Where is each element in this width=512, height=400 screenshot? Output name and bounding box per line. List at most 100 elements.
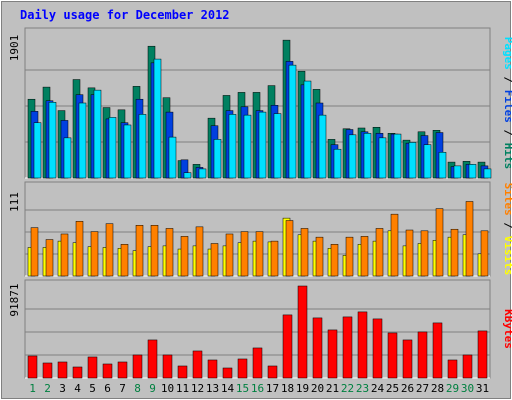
bar-kbytes xyxy=(57,361,68,379)
bar-kbytes xyxy=(252,347,263,379)
panel-max-label: 1901 xyxy=(8,35,21,62)
bar-pages xyxy=(273,113,282,179)
bar-pages xyxy=(78,102,87,179)
bar-kbytes xyxy=(357,311,368,379)
bar-kbytes xyxy=(132,354,143,379)
bar-sites xyxy=(285,220,294,277)
bar-kbytes xyxy=(372,318,383,379)
bar-pages xyxy=(378,137,387,179)
bar-kbytes xyxy=(222,367,233,379)
bar-pages xyxy=(168,136,177,179)
bar-pages xyxy=(363,133,372,179)
series-kbytes xyxy=(27,285,488,379)
bar-pages xyxy=(468,164,477,179)
bar-pages xyxy=(138,114,147,179)
bar-kbytes xyxy=(387,332,398,379)
bar-pages xyxy=(408,142,417,179)
day-label: 19 xyxy=(296,382,309,395)
bar-pages xyxy=(258,111,267,179)
bar-sites xyxy=(75,221,84,277)
series-label-part: / xyxy=(502,70,512,84)
bar-pages xyxy=(288,64,297,179)
series-label-part: Pages xyxy=(502,37,512,70)
bar-sites xyxy=(300,228,309,277)
bar-kbytes xyxy=(327,329,338,379)
bar-sites xyxy=(30,227,39,277)
day-label: 29 xyxy=(446,382,459,395)
series-sites xyxy=(30,201,489,277)
bar-pages xyxy=(183,172,192,179)
day-label: 25 xyxy=(386,382,399,395)
bar-sites xyxy=(105,223,114,277)
series-label-part: Visits xyxy=(502,229,512,275)
bar-kbytes xyxy=(102,363,113,379)
day-label: 6 xyxy=(104,382,111,395)
series-label-part: Sites xyxy=(502,183,512,216)
day-label: 14 xyxy=(221,382,235,395)
day-label: 12 xyxy=(191,382,204,395)
day-label: 18 xyxy=(281,382,294,395)
bar-kbytes xyxy=(162,354,173,379)
day-label: 9 xyxy=(149,382,156,395)
bar-kbytes xyxy=(312,317,323,379)
bar-sites xyxy=(390,213,399,277)
bar-kbytes xyxy=(177,365,188,379)
day-label: 5 xyxy=(89,382,96,395)
bar-pages xyxy=(483,168,492,179)
bar-pages xyxy=(348,134,357,179)
panel-series-label: KBytes xyxy=(502,309,512,349)
series-label-part: / xyxy=(502,123,512,137)
day-label: 31 xyxy=(476,382,489,395)
bar-sites xyxy=(360,236,369,277)
bar-kbytes xyxy=(192,350,203,379)
day-label: 16 xyxy=(251,382,264,395)
panel-visits-sites: 111 Sites / Visits xyxy=(8,181,512,277)
bar-sites xyxy=(135,225,144,277)
panel-hits-files-pages: 1901 Pages / Files / Hits xyxy=(8,27,512,179)
panel-kbytes: 91871 KBytes xyxy=(8,279,512,379)
day-label: 8 xyxy=(134,382,141,395)
bar-pages xyxy=(48,102,57,179)
bar-sites xyxy=(315,236,324,277)
bar-kbytes xyxy=(462,354,473,379)
bar-kbytes xyxy=(42,362,53,379)
bar-pages xyxy=(453,165,462,179)
bar-pages xyxy=(228,114,237,179)
bar-kbytes xyxy=(342,316,353,379)
bar-sites xyxy=(45,239,54,277)
day-label: 21 xyxy=(326,382,339,395)
series-pages xyxy=(33,58,492,179)
bar-sites xyxy=(60,233,69,277)
bar-kbytes xyxy=(267,365,278,379)
bar-pages xyxy=(303,80,312,179)
day-label: 24 xyxy=(371,382,385,395)
bar-sites xyxy=(270,240,279,277)
bar-kbytes xyxy=(207,359,218,379)
bar-kbytes xyxy=(297,285,308,379)
bar-sites xyxy=(405,229,414,277)
series-label-part: Files xyxy=(502,83,512,123)
bar-sites xyxy=(375,228,384,277)
bar-kbytes xyxy=(432,322,443,379)
bar-kbytes xyxy=(447,359,458,379)
series-label-part: / xyxy=(502,216,512,230)
bar-sites xyxy=(435,208,444,277)
panel-series-label: Pages / Files / Hits xyxy=(502,37,512,170)
bar-kbytes xyxy=(27,355,38,379)
bar-sites xyxy=(90,231,99,277)
bar-sites xyxy=(465,201,474,277)
bar-kbytes xyxy=(117,361,128,379)
day-label: 26 xyxy=(401,382,414,395)
panel-series-label: Sites / Visits xyxy=(502,183,512,276)
day-label: 17 xyxy=(266,382,279,395)
bar-kbytes xyxy=(72,366,83,379)
bar-sites xyxy=(450,228,459,277)
bar-pages xyxy=(93,89,102,179)
day-label: 27 xyxy=(416,382,429,395)
day-label: 15 xyxy=(236,382,249,395)
day-label: 28 xyxy=(431,382,444,395)
series-label-part: Hits xyxy=(502,136,512,169)
bar-pages xyxy=(318,114,327,179)
